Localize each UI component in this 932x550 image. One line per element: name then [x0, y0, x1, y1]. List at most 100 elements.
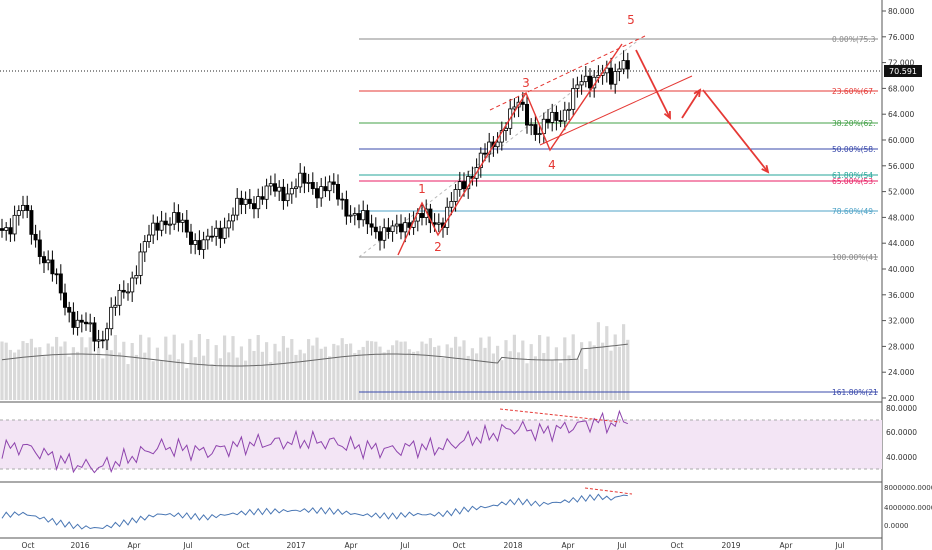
wave-label: 2 [434, 240, 442, 254]
candle-body [373, 226, 378, 233]
candle-body [159, 220, 164, 231]
volume-bar [554, 347, 558, 400]
volume-bar [416, 351, 420, 400]
candle-body [617, 68, 622, 72]
volume-bar [38, 347, 42, 400]
candle-body [482, 152, 487, 155]
candle-body [184, 219, 189, 233]
channel-lower [539, 75, 693, 146]
candle-body [205, 235, 210, 241]
fib-level-label: 61.80%(54 [832, 171, 873, 180]
candle-body [12, 214, 17, 235]
volume-bar [508, 351, 512, 400]
time-tick-label: Jul [182, 541, 192, 550]
elliott-wave-drawing[interactable]: 1 2 3 4 5 [397, 13, 770, 256]
candle-body [67, 306, 72, 313]
candle-body [327, 181, 332, 192]
candle-body [369, 223, 374, 228]
volume-bar [160, 361, 164, 400]
volume-bar [290, 339, 294, 400]
channel-upper [489, 35, 646, 111]
volume-bar [244, 360, 248, 400]
candle-body [188, 231, 193, 245]
candle-body [117, 289, 122, 306]
candle-body [222, 227, 227, 239]
volume-bar [71, 347, 75, 400]
volume-bar [126, 364, 130, 400]
volume-bar [302, 353, 306, 400]
price-tick-label: 80.000 [888, 7, 914, 16]
price-tick-label: 64.000 [888, 110, 914, 119]
projection-arrow [635, 49, 671, 119]
volume-bar [46, 343, 50, 400]
price-axis[interactable]: 80.000 76.000 72.000 68.000 64.000 60.000 56.0… [882, 7, 914, 403]
candle-body [8, 227, 13, 235]
candle-body [377, 231, 382, 241]
oscillator-axis[interactable]: 8000000.0000 4000000.0000 0.0000 [884, 484, 932, 530]
candle-body [554, 111, 559, 121]
volume-bar [214, 345, 218, 400]
candle-body [113, 304, 118, 308]
volume-bar [374, 341, 378, 400]
candle-body [214, 227, 219, 237]
volume-bar [378, 346, 382, 400]
osc-tick-label: 0.0000 [884, 522, 909, 530]
candle-body [58, 273, 63, 294]
volume-bar [332, 343, 336, 400]
fib-level-label: 78.60%(49. [832, 207, 875, 216]
volume-bar [361, 346, 365, 400]
candle-body [75, 319, 80, 328]
candle-body [457, 181, 462, 190]
fib-retracement[interactable]: 0.00%(75.3 23.60%(67. 38.20%(62. 50.00%(58.… [358, 35, 878, 397]
time-axis[interactable]: Oct 2016 Apr Jul Oct 2017 Apr Jul Oct 2018 Apr Jul O… [22, 541, 845, 550]
volume-bar [80, 337, 84, 400]
volume-bar [584, 368, 588, 400]
candle-body [100, 339, 105, 342]
candle-body [575, 84, 580, 89]
time-tick-label: Oct [671, 541, 684, 550]
candle-body [197, 240, 202, 250]
volume-bar [525, 363, 529, 400]
candle-body [167, 223, 172, 226]
volume-bar [605, 326, 609, 400]
candle-body [264, 185, 269, 200]
volume-bar [592, 345, 596, 400]
candle-body [478, 152, 483, 168]
volume-bar [260, 351, 264, 400]
time-tick-label: Jul [616, 541, 626, 550]
volume-bar [109, 350, 113, 400]
fib-level-label: 65.00%(53. [832, 177, 875, 186]
candle-body [356, 213, 361, 221]
volume-bar [34, 347, 38, 400]
volume-bar [164, 336, 168, 400]
volume-bar [155, 347, 159, 400]
volume-bar [617, 346, 621, 400]
volume-bar [395, 340, 399, 400]
candle-body [239, 197, 244, 205]
volume-bar [546, 336, 550, 400]
volume-bar [4, 342, 8, 400]
candle-body [571, 88, 576, 110]
volume-bar [500, 360, 504, 400]
candle-body [394, 223, 399, 227]
price-tick-label: 36.000 [888, 291, 914, 300]
volume-bar [256, 334, 260, 400]
volume-bar [29, 338, 33, 400]
volume-bar [197, 334, 201, 400]
volume-bar [88, 337, 92, 400]
candle-body [20, 204, 25, 212]
volume-bar [391, 345, 395, 400]
volume-bar [529, 344, 533, 400]
rsi-axis[interactable]: 80.0000 60.0000 40.0000 [886, 404, 917, 462]
volume-moving-average [1, 343, 628, 367]
fib-level-label: 23.60%(67. [832, 87, 875, 96]
volume-bar [328, 356, 332, 400]
volume-bar [143, 352, 147, 400]
oscillator-line [1, 493, 628, 530]
candle-body [609, 67, 614, 85]
candle-body [529, 124, 534, 126]
price-tick-label: 24.000 [888, 368, 914, 377]
volume-bar [407, 349, 411, 400]
volume-bar [231, 336, 235, 400]
